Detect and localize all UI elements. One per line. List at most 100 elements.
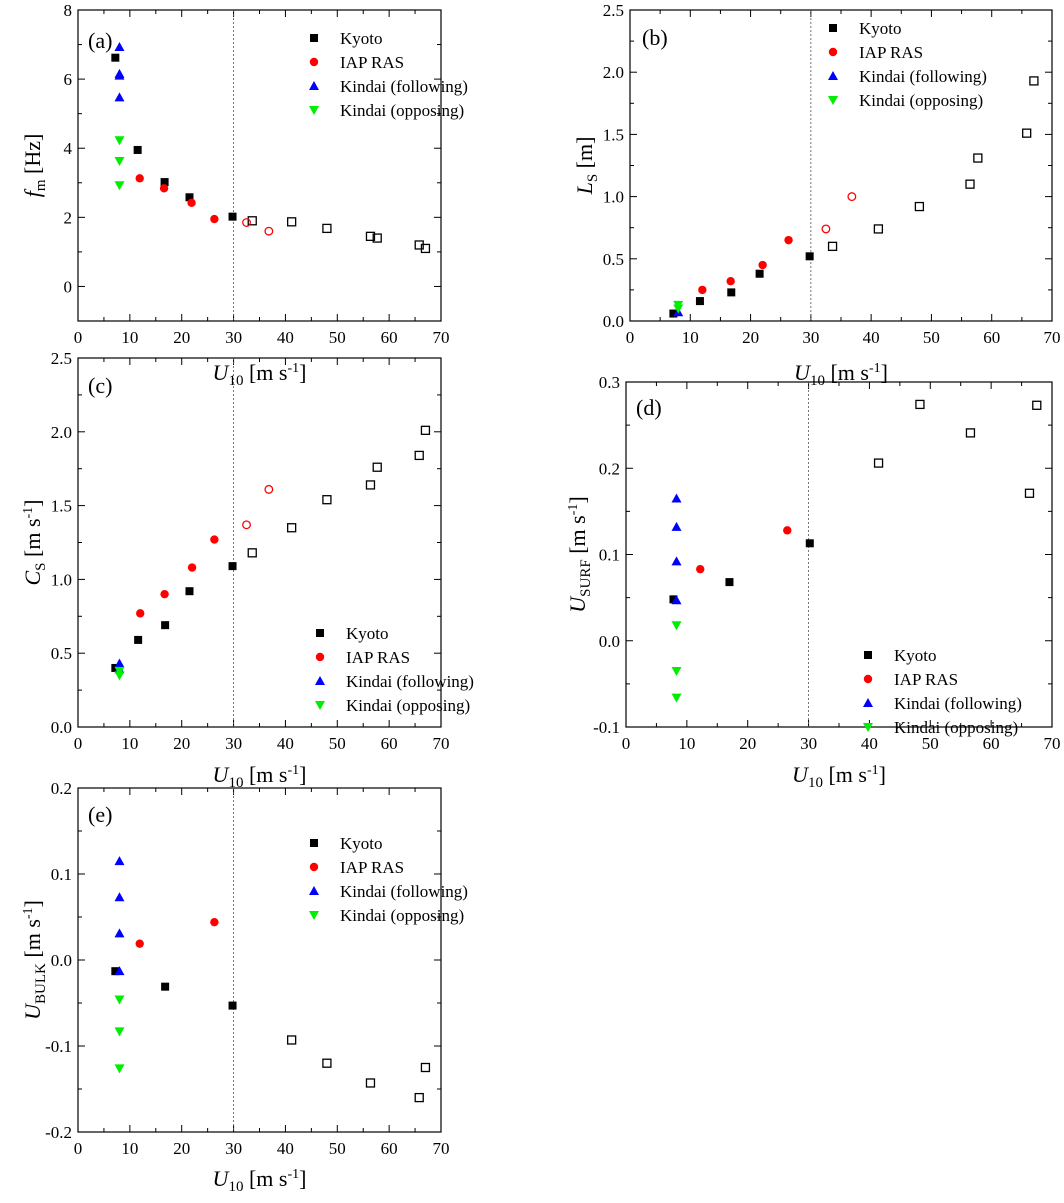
data-point	[187, 198, 196, 208]
x-axis-label-unit-superscript: -1	[287, 361, 299, 376]
data-point	[159, 184, 169, 193]
data-point-open	[322, 495, 332, 505]
x-axis-label-unit: [m s	[243, 360, 287, 385]
plot-frame	[77, 357, 442, 728]
y-tick-label: 4	[64, 139, 73, 158]
x-axis-label-unit: [m s	[243, 1166, 287, 1191]
data-point	[114, 136, 125, 146]
x-tick-label: 70	[1044, 734, 1061, 753]
legend-marker	[310, 34, 318, 42]
x-tick-label: 20	[739, 734, 756, 753]
plot-frame	[77, 787, 442, 1133]
chart-panel-d: 0 10 20 30 40 50 60 70 -0.1 0.0 0.1 0.2 0.3 (d) Kyoto I…	[565, 373, 1061, 791]
data-point-open	[242, 218, 251, 227]
data-point-open	[322, 223, 332, 234]
data-point	[805, 252, 814, 261]
series-iap-ras	[135, 174, 274, 236]
panel-label: (d)	[636, 395, 662, 420]
data-point	[114, 928, 125, 938]
data-point	[673, 304, 684, 314]
x-axis-label-main: U	[792, 762, 810, 787]
y-axis-label-main: U	[565, 595, 590, 613]
data-point	[671, 595, 682, 605]
data-point	[114, 995, 125, 1005]
data-point-open	[1029, 76, 1039, 86]
series-kindai-following	[114, 856, 125, 976]
series-kindai-opposing	[671, 621, 682, 703]
x-axis-label-unit-superscript: -1	[869, 361, 881, 376]
panel-label: (c)	[88, 373, 112, 398]
legend-label: Kindai (opposing)	[340, 906, 464, 925]
y-tick-label: 1.0	[51, 570, 72, 589]
x-tick-label: 10	[678, 734, 695, 753]
y-axis-label-unit-superscript: -1	[566, 504, 581, 516]
y-axis-label-subscript: S	[585, 174, 601, 182]
x-tick-label: 20	[173, 734, 190, 753]
series-kindai-following	[114, 41, 125, 102]
legend-marker	[309, 57, 319, 67]
data-point	[111, 967, 120, 976]
x-axis-label-main: U	[213, 762, 231, 787]
data-point-open	[873, 458, 884, 468]
data-point	[758, 260, 767, 270]
data-point-open	[965, 179, 975, 189]
x-axis-label: U10 [m s-1]	[213, 1166, 307, 1195]
y-axis-label: USURF [m s-1]	[565, 496, 594, 612]
x-tick-label: 10	[121, 734, 138, 753]
data-point	[185, 587, 194, 596]
y-axis-label-subscript: SURF	[578, 559, 594, 597]
y-axis-label-unit: [Hz]	[20, 134, 45, 180]
data-point	[114, 92, 125, 102]
data-point-open	[847, 192, 857, 202]
y-tick-label: 0.5	[603, 250, 624, 269]
data-point-open	[915, 399, 925, 410]
x-tick-label: 20	[742, 328, 759, 347]
y-axis-label-unit: [m s	[565, 515, 590, 559]
data-point-open	[965, 428, 976, 438]
data-point-open	[420, 243, 431, 254]
y-tick-label: 0.0	[51, 951, 72, 970]
legend-marker	[316, 629, 324, 637]
x-axis-label-unit-superscript: -1	[867, 763, 879, 778]
y-tick-label: 8	[64, 1, 73, 20]
x-tick-label: 0	[626, 328, 635, 347]
data-point	[111, 53, 120, 62]
data-point-open	[372, 233, 382, 243]
legend-label: IAP RAS	[859, 43, 923, 62]
data-point	[228, 212, 237, 221]
legend-label: Kindai (opposing)	[346, 696, 470, 715]
chart-panel-a: 0 10 20 30 40 50 60 70 0 2 4 6 8 (a) Kyoto IAP RAS Kinda…	[20, 1, 468, 389]
data-point-open	[287, 1035, 297, 1045]
data-point-open	[264, 484, 274, 494]
data-point-open	[247, 216, 257, 226]
legend-label: Kindai (opposing)	[894, 718, 1018, 737]
legend-marker	[309, 106, 319, 115]
data-point	[671, 666, 682, 676]
data-point	[136, 609, 145, 618]
data-point	[805, 539, 814, 548]
data-point	[114, 41, 125, 51]
legend-marker	[828, 96, 838, 105]
series-kyoto	[111, 967, 431, 1103]
legend-label: Kyoto	[340, 834, 383, 853]
x-axis-label-unit: [m s	[823, 762, 867, 787]
x-axis-label-unit-superscript: -1	[287, 1167, 299, 1182]
x-tick-label: 10	[121, 328, 138, 347]
y-tick-label: 0.1	[51, 865, 72, 884]
data-point	[671, 621, 682, 631]
data-point	[726, 276, 735, 286]
legend-label: IAP RAS	[340, 53, 404, 72]
data-point-open	[821, 224, 831, 234]
data-point	[228, 562, 237, 571]
series-kindai-opposing	[673, 300, 684, 314]
x-axis-label-subscript: 10	[228, 373, 243, 389]
y-tick-label: 1.5	[51, 497, 72, 516]
data-point-open	[1024, 488, 1035, 498]
data-point	[114, 671, 125, 681]
y-tick-label: -0.1	[45, 1037, 72, 1056]
data-point	[695, 297, 704, 306]
data-point	[114, 70, 125, 80]
legend-label: Kyoto	[340, 29, 383, 48]
x-tick-label: 30	[225, 328, 242, 347]
data-point	[133, 145, 142, 154]
